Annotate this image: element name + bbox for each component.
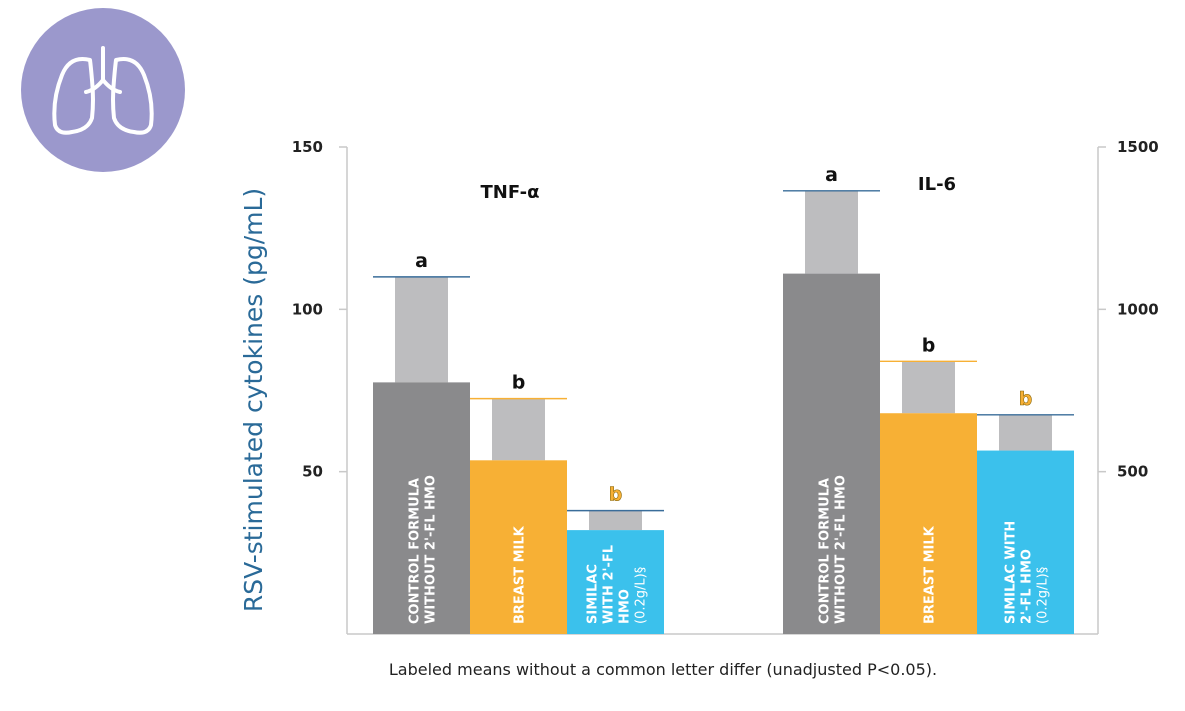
bar-label: SIMILAC [586,564,601,624]
significance-letter: b [1019,388,1033,410]
left-axis-ticks: 50 100 150 [292,138,347,481]
bar-label: WITHOUT 2'-FL HMO [834,475,849,624]
tick-label: 100 [292,300,323,318]
bar-label: HMO [618,589,633,624]
bar-label: SIMILAC WITH [1004,521,1019,624]
group-title-il6: IL-6 [918,174,956,195]
footnote: Labeled means without a common letter di… [389,660,937,679]
tick-label: 150 [292,138,323,156]
error-bar [902,361,955,414]
error-bar [395,276,448,383]
bar-label: CONTROL FORMULA [408,478,423,624]
bar [783,273,880,634]
bar-label: WITHOUT 2'-FL HMO [424,475,439,624]
bar-label: CONTROL FORMULA [818,478,833,624]
bar [373,382,470,634]
y-axis-label: RSV-stimulated cytokines (pg/mL) [239,188,268,612]
bar-label: WITH 2'-FL [602,545,617,624]
bar [977,450,1074,634]
error-bar [589,510,642,531]
bar [567,530,664,634]
right-axis-ticks: 500 1000 1500 [1098,138,1159,481]
tick-label: 50 [302,463,323,481]
lungs-icon [21,8,185,172]
group-title-tnf: TNF-α [481,182,540,203]
bar-label: (0.2g/L)§ [1036,567,1051,624]
tick-label: 1500 [1117,138,1159,156]
significance-letter: b [922,334,936,356]
significance-letter: b [609,484,623,506]
error-bar [492,398,545,461]
bar-label: (0.2g/L)§ [634,567,649,624]
bar [470,460,567,634]
bar-label: BREAST MILK [513,525,528,624]
error-bar [805,190,858,274]
error-bar [999,414,1052,451]
bar-label: BREAST MILK [923,525,938,624]
bar-label: 2'-FL HMO [1020,549,1035,624]
significance-letter: a [825,164,838,186]
tick-label: 1000 [1117,300,1159,318]
significance-letter: a [415,250,428,272]
tick-label: 500 [1117,463,1148,481]
significance-letter: b [512,372,526,394]
bar [880,413,977,634]
bars-layer [373,190,1074,634]
